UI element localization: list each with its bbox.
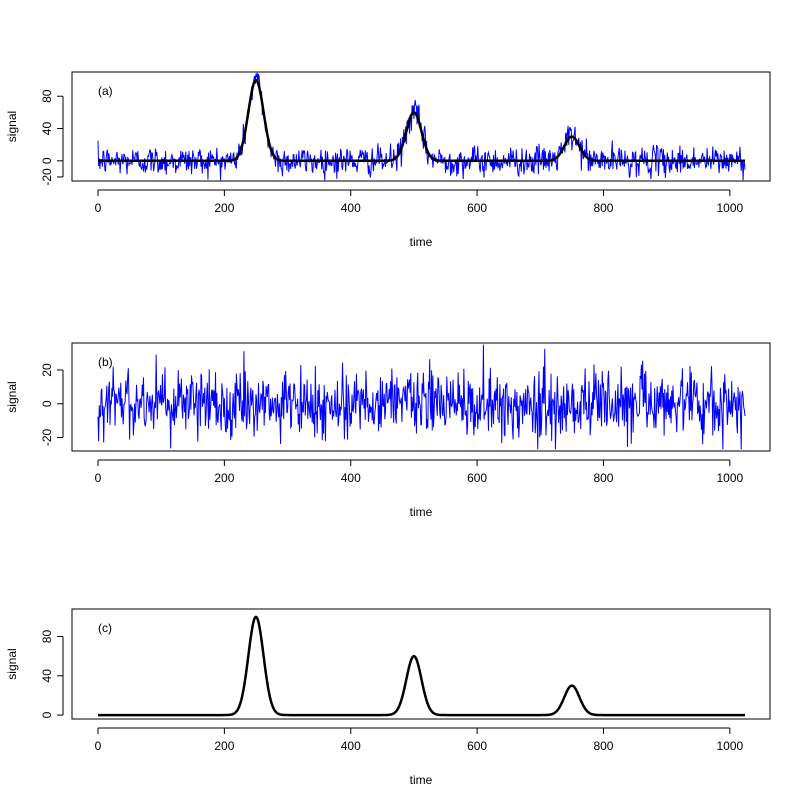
x-tick-label: 800 <box>593 471 613 485</box>
y-axis-title: signal <box>5 381 19 412</box>
x-tick-label: 0 <box>95 471 102 485</box>
x-tick-label: 800 <box>593 739 613 753</box>
y-tick-label: -20 <box>40 168 54 186</box>
x-axis-title: time <box>410 235 433 249</box>
panel-b: 0 200 400 600 800 1000 time -20 0 20 signal (b) <box>5 342 771 519</box>
x-axis-title: time <box>410 505 433 519</box>
x-tick-label: 1000 <box>716 201 743 215</box>
panel-label: (a) <box>98 84 113 98</box>
x-tick-label: 1000 <box>716 739 743 753</box>
plot-frame <box>71 342 771 452</box>
y-tick-label: 80 <box>40 630 54 644</box>
x-tick-label: 200 <box>214 739 234 753</box>
x-tick-label: 200 <box>214 201 234 215</box>
y-tick-label: 20 <box>40 363 54 377</box>
series-smooth-line <box>97 78 746 163</box>
y-tick-label: 40 <box>40 122 54 136</box>
x-tick-label: 800 <box>593 201 613 215</box>
x-tick-label: 600 <box>467 739 487 753</box>
y-tick-label: 40 <box>40 669 54 683</box>
x-tick-label: 600 <box>467 201 487 215</box>
x-tick-label: 0 <box>95 739 102 753</box>
x-tick-label: 600 <box>467 471 487 485</box>
x-tick-label: 1000 <box>716 471 743 485</box>
y-axis-title: signal <box>5 648 19 679</box>
x-axis-title: time <box>410 773 433 787</box>
y-tick-label: -20 <box>40 429 54 447</box>
panel-a: 0 200 400 600 800 1000 time -20 0 40 80 signal (a) <box>5 71 771 249</box>
panel-label: (b) <box>98 355 113 369</box>
x-tick-label: 200 <box>214 471 234 485</box>
panel-c: 0 200 400 600 800 1000 time 0 40 80 signal (c) <box>5 608 771 787</box>
x-tick-label: 400 <box>341 739 361 753</box>
y-tick-label: 0 <box>40 711 54 718</box>
plot-frame <box>71 71 771 182</box>
y-axis-title: signal <box>5 111 19 142</box>
series-smooth-line <box>97 615 746 717</box>
x-tick-label: 400 <box>341 471 361 485</box>
x-tick-label: 400 <box>341 201 361 215</box>
y-tick-label: 0 <box>40 157 54 164</box>
y-tick-label: 0 <box>40 400 54 407</box>
panel-label: (c) <box>98 621 112 635</box>
y-tick-label: 80 <box>40 89 54 103</box>
series-noisy-line <box>97 344 746 450</box>
x-tick-label: 0 <box>95 201 102 215</box>
plot-frame <box>71 608 771 720</box>
